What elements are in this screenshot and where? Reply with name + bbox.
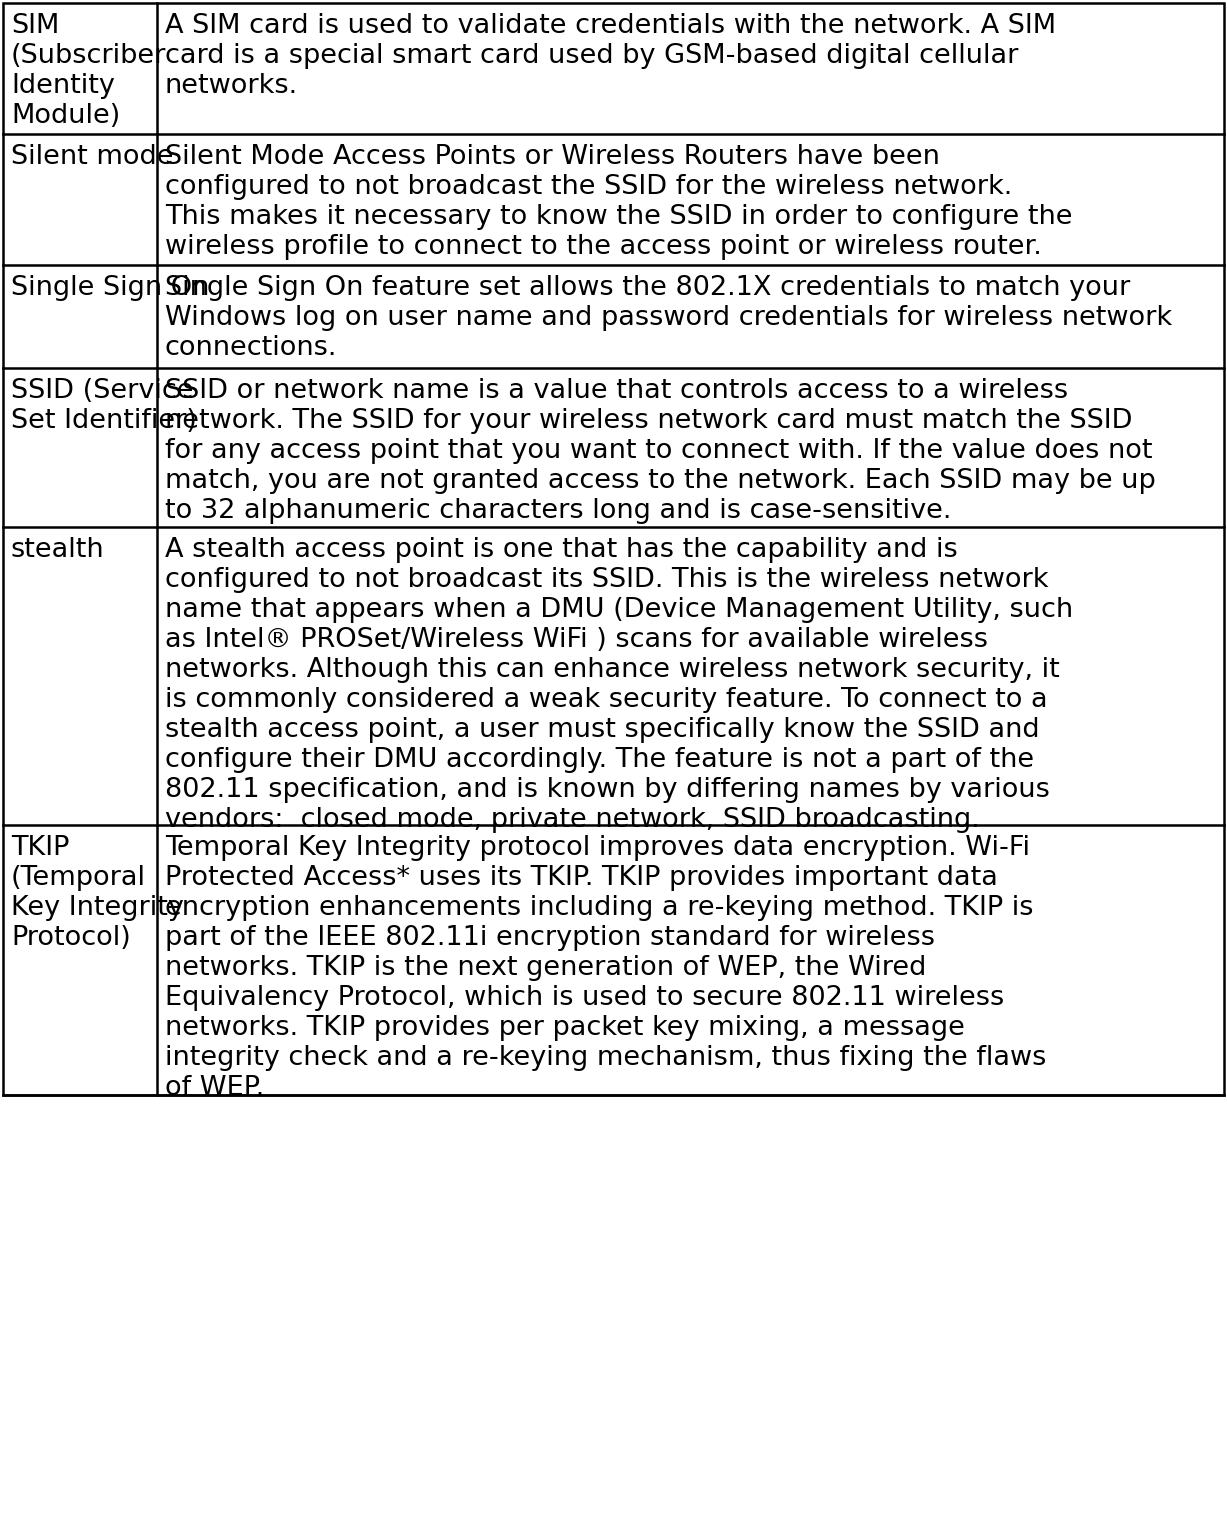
Text: Silent Mode Access Points or Wireless Routers have been
configured to not broadc: Silent Mode Access Points or Wireless Ro… <box>164 144 1072 260</box>
Text: Temporal Key Integrity protocol improves data encryption. Wi-Fi
Protected Access: Temporal Key Integrity protocol improves… <box>164 835 1047 1101</box>
Text: TKIP
(Temporal
Key Integrity
Protocol): TKIP (Temporal Key Integrity Protocol) <box>11 835 184 951</box>
Text: A stealth access point is one that has the capability and is
configured to not b: A stealth access point is one that has t… <box>164 537 1072 834</box>
Text: SSID (Service
Set Identifier): SSID (Service Set Identifier) <box>11 379 196 433</box>
Text: Single Sign On feature set allows the 802.1X credentials to match your
Windows l: Single Sign On feature set allows the 80… <box>164 275 1172 360</box>
Text: Silent mode: Silent mode <box>11 144 173 170</box>
Text: Single Sign On: Single Sign On <box>11 275 210 301</box>
Text: stealth: stealth <box>11 537 104 563</box>
Bar <box>2 3 1225 1095</box>
Text: SSID or network name is a value that controls access to a wireless
network. The : SSID or network name is a value that con… <box>164 379 1156 523</box>
Text: A SIM card is used to validate credentials with the network. A SIM
card is a spe: A SIM card is used to validate credentia… <box>164 14 1056 99</box>
Text: SIM
(Subscriber
Identity
Module): SIM (Subscriber Identity Module) <box>11 14 167 129</box>
